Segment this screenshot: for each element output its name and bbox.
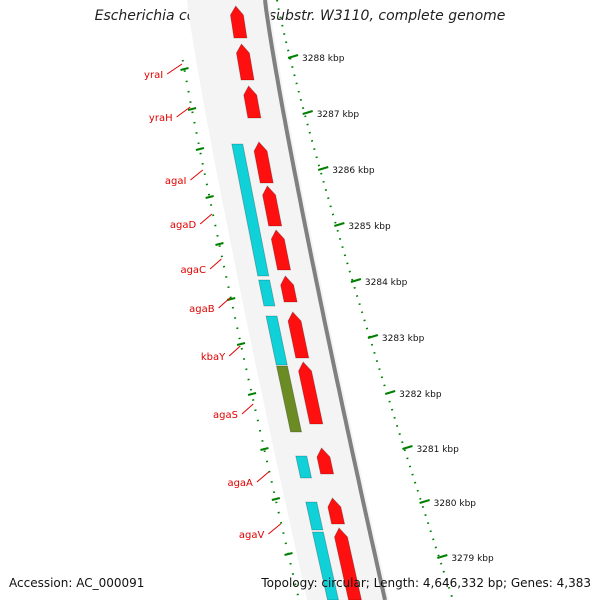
inner-tick-mark <box>260 447 269 451</box>
inner-tick-mark <box>284 552 293 556</box>
inner-tick-mark <box>205 195 214 199</box>
forward-cds-arrow <box>243 85 262 119</box>
forward-cds-arrow <box>316 447 335 475</box>
gene-label-leader <box>256 471 269 483</box>
scale-ring <box>276 0 454 600</box>
inner-tick-mark <box>271 497 281 501</box>
forward-cds-arrow <box>280 275 298 303</box>
forward-cds-arrow <box>327 497 346 525</box>
gene-label-leader <box>190 169 204 181</box>
accession-text: Accession: AC_000091 <box>9 576 145 590</box>
scale-tick-mark <box>384 390 396 395</box>
gene-label-leader <box>268 523 281 535</box>
inner-tick-mark <box>215 242 224 246</box>
gene-label-leader <box>241 403 254 415</box>
inner-tick-mark <box>180 67 189 71</box>
scale-tick-mark <box>350 278 362 283</box>
scale-tick-label: 3284 kbp <box>365 278 408 288</box>
forward-cds-arrow <box>253 141 274 184</box>
reverse-cds-block <box>231 143 270 277</box>
genome-backbone <box>263 0 387 600</box>
scale-tick-label: 3285 kbp <box>348 222 391 232</box>
scale-tick-mark <box>419 499 430 504</box>
forward-cds-arrow <box>262 185 283 227</box>
scale-tick-mark <box>402 445 413 450</box>
scale-tick-mark <box>367 334 379 339</box>
forward-cds-arrow <box>236 43 255 81</box>
forward-cds-arrow <box>298 361 324 425</box>
gene-label-leader <box>199 213 213 225</box>
forward-cds-arrow <box>230 5 248 39</box>
other-feature-block <box>275 365 303 433</box>
forward-cds-arrow <box>270 229 292 271</box>
scale-tick-label: 3286 kbp <box>332 166 375 176</box>
scale-tick-label: 3281 kbp <box>416 445 459 455</box>
gene-label: agaV <box>239 530 265 541</box>
gene-label: agaC <box>180 265 206 276</box>
scale-tick-mark <box>334 222 345 227</box>
reverse-cds-block <box>305 501 324 531</box>
inner-tick-mark <box>247 392 257 396</box>
inner-tick-mark <box>236 342 246 346</box>
gene-label: agaA <box>227 478 253 489</box>
reverse-cds-block <box>295 455 313 479</box>
scale-tick-label: 3287 kbp <box>317 110 360 120</box>
gene-label: yraI <box>144 70 163 81</box>
scale-tick-mark <box>302 110 313 115</box>
gene-label-leader <box>218 297 231 309</box>
genome-summary-text: Topology: circular; Length: 4,646,332 bp… <box>261 576 591 590</box>
gene-label-leader <box>228 345 241 357</box>
scale-tick-label: 3288 kbp <box>302 54 345 64</box>
gene-label-leader <box>209 258 222 270</box>
forward-cds-arrow <box>334 527 362 600</box>
inner-tick-mark <box>187 107 197 111</box>
scale-tick-mark <box>287 54 299 59</box>
reverse-cds-block <box>265 315 288 366</box>
reverse-cds-block <box>258 279 276 307</box>
gene-label: yraH <box>149 113 173 124</box>
gene-label-leader <box>176 106 191 118</box>
scale-tick-mark <box>317 166 329 171</box>
gene-label: agaI <box>165 176 187 187</box>
scale-tick-label: 3282 kbp <box>399 390 442 400</box>
scale-tick-label: 3279 kbp <box>451 554 494 564</box>
reverse-cds-block <box>311 531 339 600</box>
scale-tick-label: 3280 kbp <box>434 499 477 509</box>
gene-label: agaS <box>213 410 238 421</box>
gene-label: agaD <box>170 220 197 231</box>
scale-tick-mark <box>437 554 448 559</box>
inner-tick-mark <box>195 147 205 151</box>
scale-tick-label: 3283 kbp <box>382 334 425 344</box>
gene-label: agaB <box>189 304 215 315</box>
gene-label-leader <box>166 63 183 75</box>
forward-cds-arrow <box>287 311 310 359</box>
gene-label: kbaY <box>201 352 226 363</box>
